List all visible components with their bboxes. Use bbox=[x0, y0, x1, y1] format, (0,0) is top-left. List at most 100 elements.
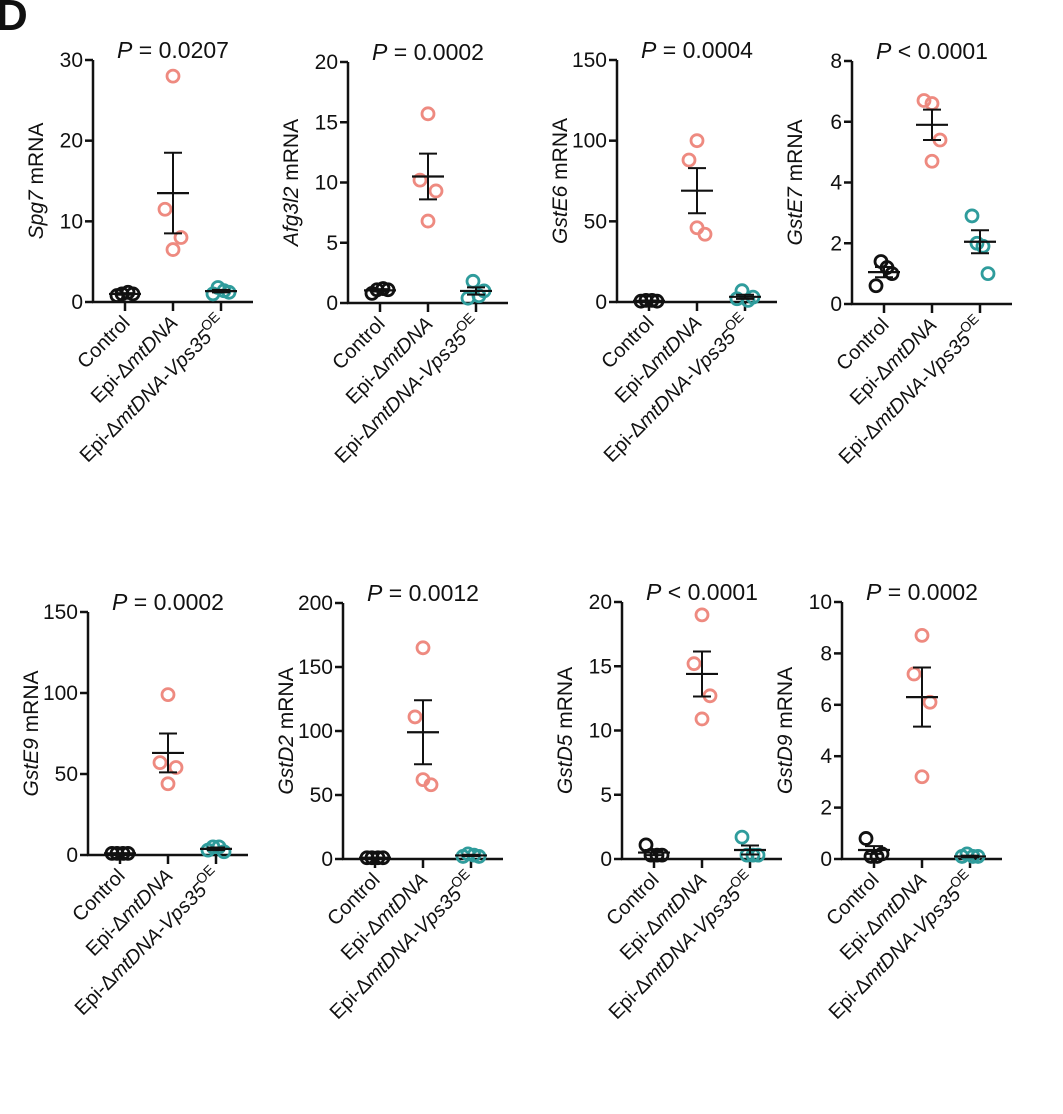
y-tick-label: 8 bbox=[820, 642, 832, 665]
gene-name: GstE9 bbox=[20, 738, 43, 797]
data-point-epi bbox=[916, 93, 932, 108]
y-axis-label: GstD5 mRNA bbox=[554, 667, 577, 794]
y-tick-label: 15 bbox=[589, 655, 612, 678]
p-label: P bbox=[641, 37, 657, 63]
gene-name: GstD9 bbox=[774, 734, 797, 794]
y-tick-label: 0 bbox=[71, 291, 83, 314]
y-axis-label: GstE7 mRNA bbox=[784, 119, 807, 245]
data-point-epi bbox=[428, 183, 444, 199]
panel-letter: D bbox=[0, 0, 28, 40]
y-tick-label: 8 bbox=[830, 50, 842, 73]
y-tick-label: 0 bbox=[595, 291, 607, 314]
data-point-vps bbox=[964, 208, 980, 224]
y-tick-label: 0 bbox=[600, 848, 612, 871]
data-point-epi bbox=[906, 666, 922, 682]
y-tick-label: 4 bbox=[820, 745, 832, 768]
y-tick-label: 100 bbox=[572, 130, 607, 153]
p-label: P bbox=[117, 37, 133, 63]
y-axis-label: GstD2 mRNA bbox=[275, 667, 298, 794]
p-value: P = 0.0004 bbox=[641, 37, 753, 63]
y-tick-label: 50 bbox=[584, 210, 607, 233]
y-tick-label: 150 bbox=[43, 601, 78, 624]
y-axis-unit: mRNA bbox=[549, 118, 572, 186]
data-point-epi bbox=[165, 242, 181, 257]
y-tick-label: 150 bbox=[298, 656, 333, 679]
data-point-epi bbox=[681, 152, 697, 168]
data-point-vps bbox=[216, 844, 232, 860]
p-value: P = 0.0002 bbox=[372, 39, 484, 65]
y-tick-label: 0 bbox=[820, 848, 832, 871]
y-tick-label: 50 bbox=[55, 763, 78, 786]
y-tick-label: 20 bbox=[315, 51, 338, 74]
y-tick-label: 6 bbox=[830, 111, 842, 134]
y-tick-label: 6 bbox=[820, 694, 832, 717]
p-label: P bbox=[866, 579, 882, 605]
data-point-control bbox=[858, 831, 874, 846]
p-value-text: = 0.0004 bbox=[656, 37, 753, 63]
y-tick-label: 30 bbox=[60, 49, 83, 72]
gene-name: GstE6 bbox=[549, 185, 572, 244]
data-point-vps bbox=[980, 266, 996, 282]
y-tick-label: 10 bbox=[315, 172, 338, 195]
p-label: P bbox=[646, 579, 662, 605]
data-point-vps bbox=[465, 273, 481, 289]
p-value-text: = 0.0002 bbox=[127, 589, 224, 615]
y-tick-label: 150 bbox=[572, 49, 607, 72]
y-tick-label: 20 bbox=[60, 130, 83, 153]
p-value-text: < 0.0001 bbox=[661, 579, 758, 605]
data-point-epi bbox=[689, 133, 705, 149]
y-tick-label: 20 bbox=[589, 591, 612, 614]
p-label: P bbox=[876, 38, 892, 64]
y-axis-unit: mRNA bbox=[554, 667, 577, 735]
gene-name: Spg7 bbox=[25, 189, 48, 239]
p-value-text: = 0.0207 bbox=[132, 37, 229, 63]
y-tick-label: 4 bbox=[830, 172, 842, 195]
y-tick-label: 0 bbox=[321, 848, 333, 871]
data-point-epi bbox=[173, 230, 189, 245]
data-point-epi bbox=[914, 628, 930, 643]
data-point-epi bbox=[697, 226, 713, 242]
y-tick-label: 0 bbox=[66, 844, 78, 867]
y-axis-unit: mRNA bbox=[280, 119, 303, 187]
y-axis-label: GstE6 mRNA bbox=[549, 118, 572, 244]
data-point-epi bbox=[694, 711, 710, 727]
p-label: P bbox=[372, 39, 388, 65]
p-value: P < 0.0001 bbox=[646, 579, 758, 605]
y-tick-label: 2 bbox=[820, 797, 832, 820]
y-axis-label: Spg7 mRNA bbox=[25, 123, 48, 240]
data-point-epi bbox=[168, 760, 184, 775]
data-point-epi bbox=[415, 640, 431, 656]
y-axis-unit: mRNA bbox=[774, 667, 797, 735]
data-point-epi bbox=[924, 153, 940, 169]
data-point-epi bbox=[420, 213, 436, 229]
p-label: P bbox=[112, 589, 128, 615]
data-point-epi bbox=[694, 607, 710, 623]
y-axis-label: GstD9 mRNA bbox=[774, 667, 797, 794]
gene-name: GstD2 bbox=[275, 735, 298, 795]
data-point-epi bbox=[407, 709, 423, 725]
y-tick-label: 10 bbox=[60, 210, 83, 233]
y-tick-label: 5 bbox=[326, 232, 338, 255]
data-point-epi bbox=[686, 656, 702, 672]
y-tick-label: 15 bbox=[315, 111, 338, 134]
data-point-epi bbox=[160, 687, 176, 703]
y-tick-label: 0 bbox=[326, 292, 338, 315]
data-point-epi bbox=[157, 201, 173, 217]
data-point-epi bbox=[420, 106, 436, 122]
data-point-epi bbox=[415, 772, 431, 788]
y-axis-unit: mRNA bbox=[20, 670, 43, 738]
data-point-epi bbox=[160, 776, 176, 792]
gene-name: Afg3l2 bbox=[280, 186, 303, 248]
y-tick-label: 5 bbox=[600, 784, 612, 807]
y-axis-unit: mRNA bbox=[275, 667, 298, 735]
data-point-vps bbox=[734, 829, 750, 845]
y-tick-label: 100 bbox=[298, 720, 333, 743]
data-point-epi bbox=[689, 220, 705, 236]
